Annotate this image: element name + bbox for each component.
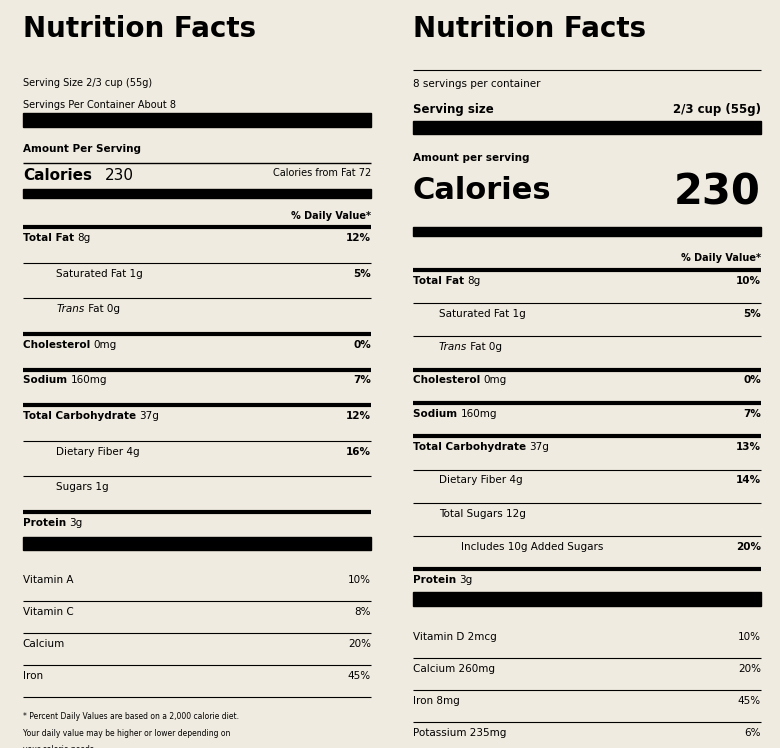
Text: Trans: Trans: [56, 304, 85, 314]
Text: Total Carbohydrate: Total Carbohydrate: [23, 411, 140, 421]
Text: 12%: 12%: [346, 411, 371, 421]
Text: 160mg: 160mg: [70, 375, 107, 385]
Text: % Daily Value*: % Daily Value*: [681, 254, 761, 263]
Text: 14%: 14%: [736, 476, 761, 485]
Text: Fat 0g: Fat 0g: [85, 304, 119, 314]
Text: Sodium: Sodium: [23, 375, 70, 385]
Text: 13%: 13%: [736, 442, 761, 452]
Bar: [23, 537, 371, 551]
Text: 3g: 3g: [69, 518, 83, 527]
Text: 12%: 12%: [346, 233, 371, 243]
Text: Dietary Fiber 4g: Dietary Fiber 4g: [439, 476, 523, 485]
Text: 8g: 8g: [467, 275, 480, 286]
Text: 0%: 0%: [743, 375, 761, 385]
Text: 20%: 20%: [738, 664, 761, 674]
Text: Saturated Fat 1g: Saturated Fat 1g: [439, 309, 526, 319]
Text: Iron 8mg: Iron 8mg: [413, 696, 459, 706]
Text: Protein: Protein: [23, 518, 69, 527]
Text: Potassium 235mg: Potassium 235mg: [413, 728, 506, 738]
Text: 230: 230: [674, 172, 761, 214]
Bar: [413, 227, 761, 236]
Text: 0%: 0%: [353, 340, 371, 350]
Text: Sodium: Sodium: [413, 409, 460, 419]
Bar: [23, 114, 371, 126]
Text: 8%: 8%: [354, 607, 371, 617]
Text: Trans: Trans: [439, 342, 467, 352]
Text: Saturated Fat 1g: Saturated Fat 1g: [56, 269, 144, 279]
Text: % Daily Value*: % Daily Value*: [291, 211, 371, 221]
Text: 8g: 8g: [77, 233, 90, 243]
Text: 230: 230: [105, 168, 134, 183]
Bar: [23, 189, 371, 197]
Text: 7%: 7%: [743, 409, 761, 419]
Text: 20%: 20%: [348, 639, 371, 649]
Text: 5%: 5%: [353, 269, 371, 279]
Text: 2/3 cup (55g): 2/3 cup (55g): [673, 103, 761, 116]
Text: Total Fat: Total Fat: [23, 233, 77, 243]
Text: 0mg: 0mg: [484, 375, 507, 385]
Text: 5%: 5%: [743, 309, 761, 319]
Text: Calories from Fat 72: Calories from Fat 72: [273, 168, 371, 178]
Text: Your daily value may be higher or lower depending on: Your daily value may be higher or lower …: [23, 729, 230, 738]
Text: Amount per serving: Amount per serving: [413, 153, 530, 163]
Text: Cholesterol: Cholesterol: [23, 340, 94, 350]
Text: 45%: 45%: [348, 671, 371, 681]
Text: Protein: Protein: [413, 575, 459, 586]
Text: Vitamin A: Vitamin A: [23, 575, 73, 586]
Text: 160mg: 160mg: [460, 409, 497, 419]
Text: Serving Size 2/3 cup (55g): Serving Size 2/3 cup (55g): [23, 78, 152, 88]
Text: 10%: 10%: [738, 633, 761, 643]
Text: Includes 10g Added Sugars: Includes 10g Added Sugars: [462, 542, 604, 552]
Text: Servings Per Container About 8: Servings Per Container About 8: [23, 100, 176, 110]
Text: 20%: 20%: [736, 542, 761, 552]
Text: Fat 0g: Fat 0g: [467, 342, 502, 352]
Text: 37g: 37g: [140, 411, 159, 421]
Text: * Percent Daily Values are based on a 2,000 calorie diet.: * Percent Daily Values are based on a 2,…: [23, 712, 239, 721]
Text: Vitamin C: Vitamin C: [23, 607, 73, 617]
Text: 16%: 16%: [346, 447, 371, 456]
Text: 0mg: 0mg: [94, 340, 117, 350]
Text: Amount Per Serving: Amount Per Serving: [23, 144, 140, 154]
Text: Total Carbohydrate: Total Carbohydrate: [413, 442, 530, 452]
Text: Calories: Calories: [413, 176, 551, 204]
Text: Serving size: Serving size: [413, 103, 494, 116]
Text: Vitamin D 2mcg: Vitamin D 2mcg: [413, 633, 497, 643]
Text: 6%: 6%: [744, 728, 761, 738]
Text: 10%: 10%: [348, 575, 371, 586]
Text: Cholesterol: Cholesterol: [413, 375, 484, 385]
Text: Nutrition Facts: Nutrition Facts: [23, 15, 256, 43]
Text: Nutrition Facts: Nutrition Facts: [413, 15, 646, 43]
Text: 8 servings per container: 8 servings per container: [413, 79, 541, 88]
Text: your calorie needs.: your calorie needs.: [23, 745, 96, 748]
Text: 37g: 37g: [530, 442, 549, 452]
Text: Sugars 1g: Sugars 1g: [56, 482, 109, 492]
Text: Calories: Calories: [23, 168, 92, 183]
Text: 7%: 7%: [353, 375, 371, 385]
Text: Calcium: Calcium: [23, 639, 65, 649]
Text: Iron: Iron: [23, 671, 43, 681]
Text: Calcium 260mg: Calcium 260mg: [413, 664, 495, 674]
Text: 3g: 3g: [459, 575, 473, 586]
Text: Total Fat: Total Fat: [413, 275, 467, 286]
Text: Dietary Fiber 4g: Dietary Fiber 4g: [56, 447, 140, 456]
Text: 10%: 10%: [736, 275, 761, 286]
Bar: [413, 120, 761, 134]
Text: 45%: 45%: [738, 696, 761, 706]
Text: Total Sugars 12g: Total Sugars 12g: [439, 509, 526, 519]
Bar: [413, 592, 761, 606]
